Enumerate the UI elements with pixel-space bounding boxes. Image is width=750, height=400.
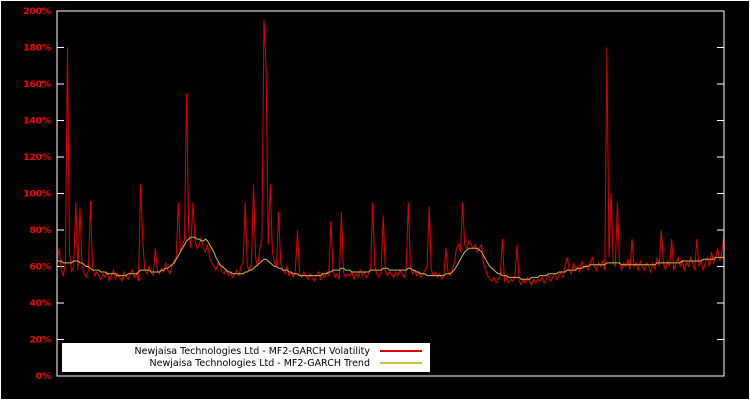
trend-line (57, 236, 724, 280)
y-tick-label: 120% (23, 153, 51, 163)
y-tick-label: 60% (29, 263, 51, 273)
legend-item-trend: Newjaisa Technologies Ltd - MF2-GARCH Tr… (70, 357, 422, 369)
legend-item-volatility: Newjaisa Technologies Ltd - MF2-GARCH Vo… (70, 345, 422, 357)
y-tick-label: 0% (36, 372, 51, 382)
plot-border (56, 10, 725, 377)
legend-label-trend: Newjaisa Technologies Ltd - MF2-GARCH Tr… (149, 357, 370, 369)
legend-label-volatility: Newjaisa Technologies Ltd - MF2-GARCH Vo… (134, 345, 370, 357)
y-tick-label: 100% (23, 190, 51, 200)
legend: Newjaisa Technologies Ltd - MF2-GARCH Vo… (62, 343, 430, 372)
y-tick-label: 140% (23, 117, 51, 127)
volatility-line (56, 20, 725, 286)
y-tick-label: 20% (29, 336, 51, 346)
legend-line-sample-volatility (380, 350, 422, 352)
y-tick-label: 40% (29, 299, 51, 309)
y-tick-label: 160% (23, 80, 51, 90)
y-tick-label: 80% (29, 226, 51, 236)
legend-line-sample-trend (380, 362, 422, 364)
y-tick-label: 180% (23, 44, 51, 54)
y-tick-label: 200% (23, 7, 51, 17)
